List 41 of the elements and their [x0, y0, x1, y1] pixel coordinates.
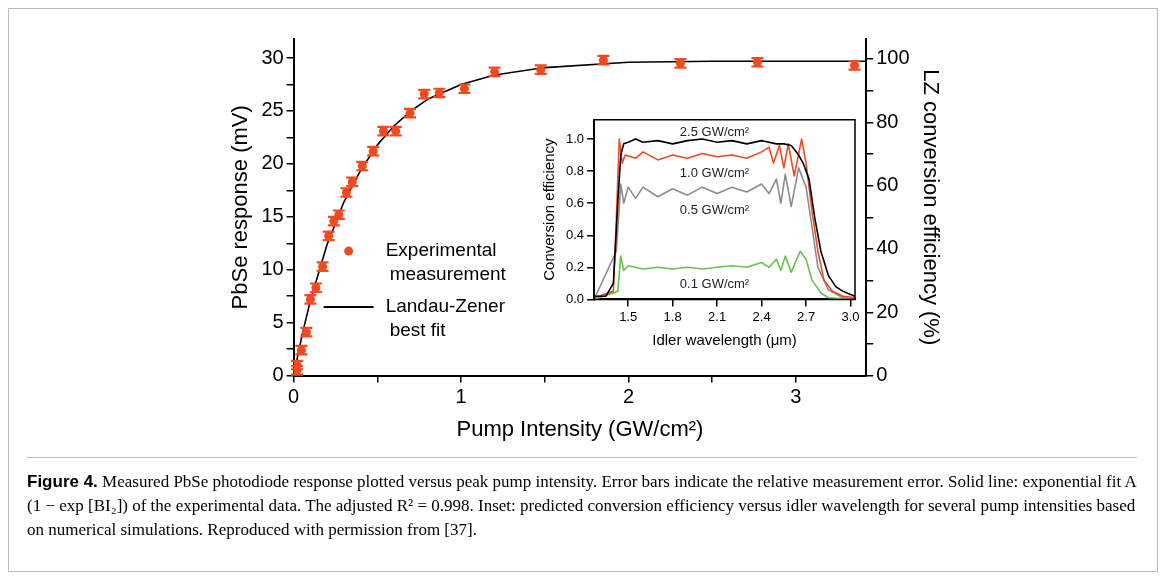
x-tick-label: 2: [622, 385, 635, 408]
y-tick-label: 0: [272, 363, 284, 386]
y2-tick-label: 60: [876, 173, 899, 196]
series-label: 1.0 GW/cm²: [679, 165, 750, 181]
y2-tick-label: 100: [876, 46, 910, 69]
y2-tick-label: 0: [876, 363, 888, 386]
y-tick-label: 0.4: [565, 226, 585, 242]
y-axis-title: PbSe response (mV): [227, 105, 253, 310]
y-tick-label: 10: [261, 257, 284, 280]
y-tick-label: 5: [272, 310, 284, 333]
y2-axis-title: LZ conversion efficiency (%): [918, 69, 944, 346]
y2-tick-label: 20: [876, 299, 899, 322]
x-axis-title: Pump Intensity (GW/cm²): [456, 415, 704, 441]
y-tick-label: 0.8: [565, 162, 585, 178]
series-label: 2.5 GW/cm²: [679, 123, 750, 139]
y-tick-label: 0.6: [565, 194, 585, 210]
x-tick-label: 1: [455, 385, 467, 408]
y2-tick-label: 80: [876, 109, 899, 132]
legend-label: Landau-Zener best fit: [385, 295, 506, 341]
x-tick-label: 1.8: [663, 308, 682, 324]
y-tick-label: 0.0: [565, 290, 585, 306]
x-tick-label: 2.4: [752, 308, 771, 324]
y2-tick-label: 40: [876, 236, 899, 259]
y-tick-label: 15: [261, 204, 284, 227]
x-axis-title: Idler wavelength (μm): [652, 331, 797, 349]
y-tick-label: 20: [261, 151, 284, 174]
caption: Figure 4. Measured PbSe photodiode response plotted versus peak pump intensity. Error bars indicate the relative measurement error. Solid line: exponential fit A (1 − exp [BI₂]) of the experimental data. The adjusted R² = 0.998. Inset: predicted conversion efficiency versus idler wavelength for several pump intensities based on numerical simulations. Reproduced with permission from [37].: [27, 472, 1136, 539]
series-label: 0.5 GW/cm²: [679, 202, 750, 218]
y-tick-label: 0.2: [565, 258, 585, 274]
y-tick-label: 25: [261, 98, 284, 121]
x-tick-label: 3: [790, 385, 802, 408]
y-tick-label: 1.0: [565, 130, 585, 146]
x-tick-label: 2.1: [708, 308, 727, 324]
x-tick-label: 3.0: [841, 308, 860, 324]
series-label: 0.1 GW/cm²: [679, 275, 750, 291]
legend-label: Experimental measurement: [385, 239, 507, 285]
x-tick-label: 2.7: [797, 308, 816, 324]
y-tick-label: 30: [261, 45, 284, 68]
x-tick-label: 1.5: [619, 308, 638, 324]
y-axis-title: Conversion efficiency: [540, 137, 558, 281]
x-tick-label: 0: [288, 385, 300, 408]
